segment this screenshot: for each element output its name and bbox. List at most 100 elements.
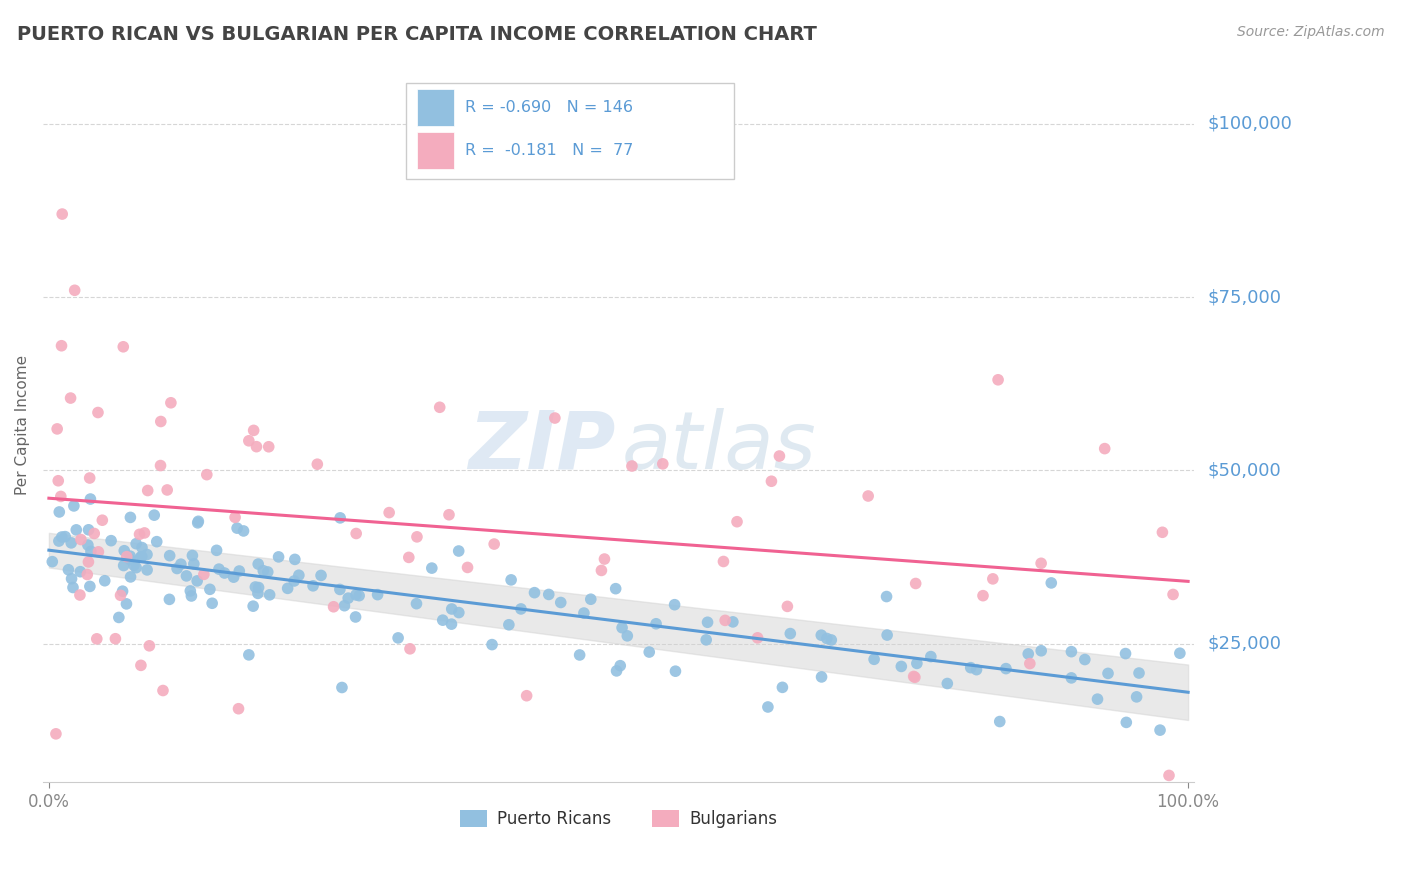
Point	[820, 632, 842, 647]
Point	[591, 563, 613, 577]
Point	[981, 572, 1004, 586]
Point	[51, 530, 73, 544]
FancyBboxPatch shape	[418, 88, 454, 126]
Point	[516, 689, 538, 703]
Point	[429, 401, 451, 415]
Point	[337, 591, 360, 606]
Point	[208, 562, 231, 576]
Point	[568, 648, 591, 662]
Point	[122, 558, 145, 573]
Point	[405, 597, 427, 611]
Point	[79, 579, 101, 593]
Point	[232, 524, 254, 538]
Point	[149, 415, 172, 429]
Point	[1060, 645, 1083, 659]
Text: PUERTO RICAN VS BULGARIAN PER CAPITA INCOME CORRELATION CHART: PUERTO RICAN VS BULGARIAN PER CAPITA INC…	[17, 25, 817, 44]
Point	[41, 555, 63, 569]
Point	[136, 548, 159, 562]
Point	[183, 557, 205, 571]
Point	[247, 557, 270, 571]
Point	[257, 440, 280, 454]
Point	[193, 567, 215, 582]
Point	[115, 549, 138, 564]
Point	[156, 483, 179, 497]
Text: $100,000: $100,000	[1208, 115, 1292, 133]
Point	[406, 530, 429, 544]
Point	[936, 676, 959, 690]
Text: ZIP: ZIP	[468, 408, 614, 486]
Point	[46, 474, 69, 488]
Point	[145, 534, 167, 549]
Point	[903, 669, 925, 683]
Point	[120, 552, 142, 566]
Point	[63, 283, 86, 297]
Point	[242, 423, 264, 437]
Point	[761, 475, 783, 489]
Point	[696, 615, 718, 630]
Point	[86, 632, 108, 646]
Point	[725, 515, 748, 529]
Point	[120, 549, 142, 563]
Point	[186, 574, 208, 588]
Point	[756, 700, 779, 714]
Point	[447, 544, 470, 558]
Point	[228, 702, 250, 716]
Point	[537, 587, 560, 601]
Point	[87, 405, 110, 419]
Point	[104, 632, 127, 646]
Point	[45, 727, 67, 741]
Point	[1094, 442, 1116, 456]
Point	[987, 373, 1010, 387]
Point	[387, 631, 409, 645]
Point	[776, 599, 799, 614]
Point	[149, 458, 172, 473]
Point	[572, 606, 595, 620]
Text: $75,000: $75,000	[1208, 288, 1282, 306]
Point	[247, 581, 270, 595]
Point	[143, 508, 166, 523]
Point	[309, 568, 332, 582]
Point	[134, 525, 156, 540]
Point	[1149, 723, 1171, 738]
Point	[242, 599, 264, 614]
Point	[63, 499, 86, 513]
Point	[664, 664, 686, 678]
Point	[498, 617, 520, 632]
Point	[988, 714, 1011, 729]
Point	[307, 457, 329, 471]
Point	[420, 561, 443, 575]
Point	[120, 510, 142, 524]
Point	[721, 615, 744, 629]
Point	[1125, 690, 1147, 704]
Point	[437, 508, 460, 522]
Point	[277, 582, 299, 596]
Point	[447, 606, 470, 620]
Point	[302, 579, 325, 593]
Point	[187, 516, 209, 530]
Point	[80, 544, 103, 558]
Point	[747, 631, 769, 645]
Point	[905, 657, 928, 671]
Point	[267, 549, 290, 564]
Point	[959, 660, 981, 674]
Point	[176, 569, 198, 583]
Point	[79, 471, 101, 485]
Point	[256, 565, 278, 579]
Point	[1087, 692, 1109, 706]
Point	[770, 681, 793, 695]
FancyBboxPatch shape	[418, 132, 454, 169]
Point	[49, 490, 72, 504]
Point	[288, 568, 311, 582]
Point	[1115, 715, 1137, 730]
Point	[58, 563, 80, 577]
Point	[972, 589, 994, 603]
Point	[347, 589, 370, 603]
Point	[125, 560, 148, 574]
Point	[620, 458, 643, 473]
Point	[131, 541, 153, 555]
Point	[1168, 646, 1191, 660]
Point	[1161, 587, 1184, 601]
Point	[214, 566, 236, 580]
Point	[69, 588, 91, 602]
Point	[170, 557, 193, 571]
